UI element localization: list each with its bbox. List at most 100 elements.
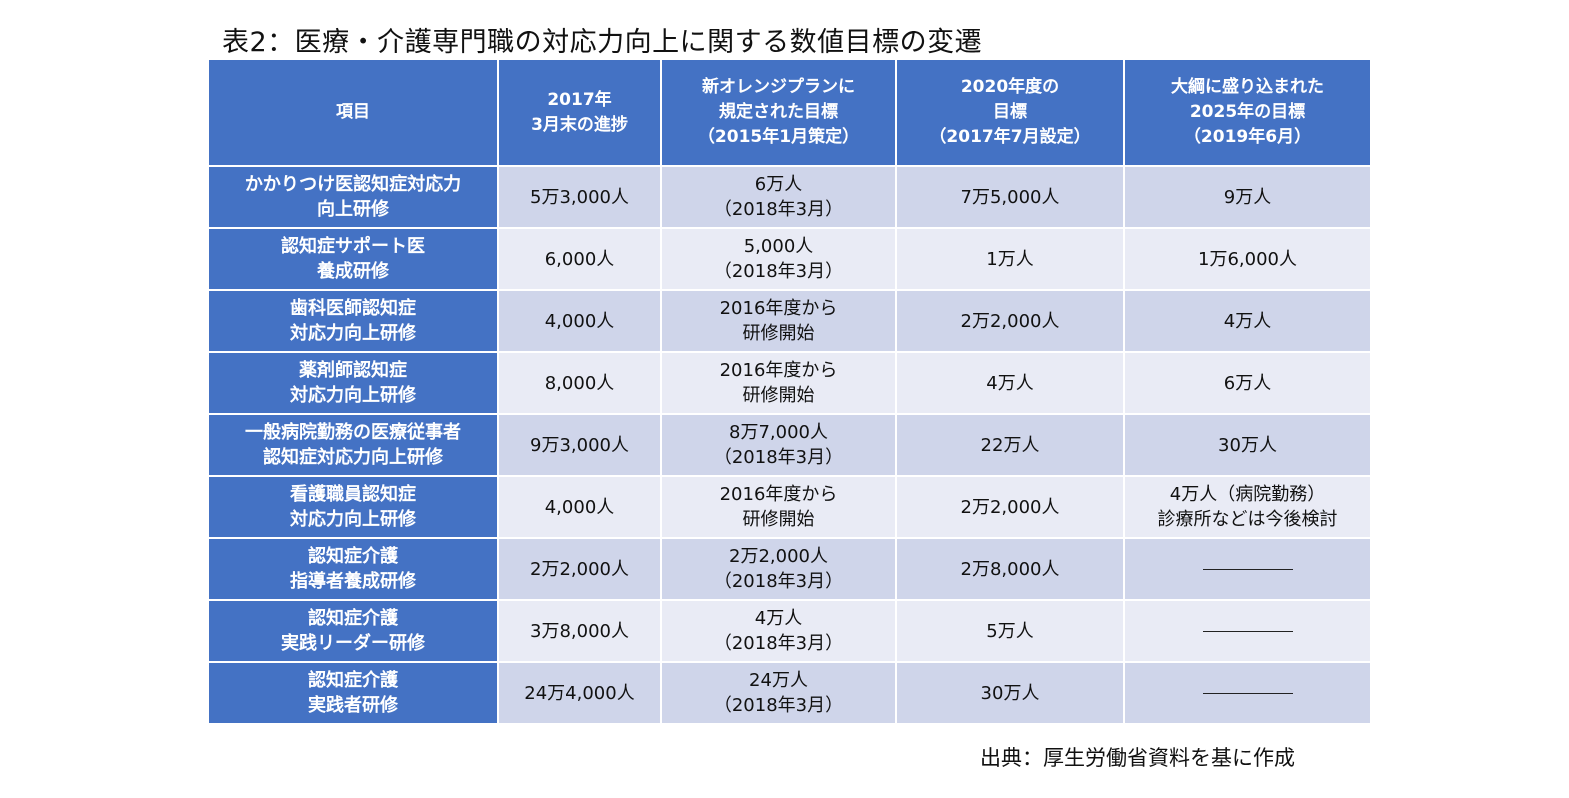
header-row: 項目 2017年 3月末の進捗 新オレンジプランに 規定された目標 （2015年1月策定）… xyxy=(207,58,1372,167)
cell-line: （2018年3月） xyxy=(713,695,844,716)
cell-orange-plan: 2016年度から 研修開始 xyxy=(660,475,897,539)
cell-progress-2017: 8,000人 xyxy=(497,351,662,415)
cell-progress-2017: 3万8,000人 xyxy=(497,599,662,663)
cell-line: （2019年6月） xyxy=(1183,127,1312,147)
dash-line xyxy=(1202,693,1293,694)
cell-line: 7万5,000人 xyxy=(960,186,1060,208)
cell-line: 診療所などは今後検討 xyxy=(1157,509,1338,530)
cell-line: 5万人 xyxy=(986,620,1034,642)
cell-line: 4,000人 xyxy=(544,496,615,518)
cell-item: 認知症介護 指導者養成研修 xyxy=(207,537,499,601)
cell-line: 2万2,000人 xyxy=(960,310,1060,332)
cell-progress-2017: 2万2,000人 xyxy=(497,537,662,601)
dash-line xyxy=(1202,569,1293,570)
cell-orange-plan: 24万人 （2018年3月） xyxy=(660,661,897,725)
cell-item: 認知症介護実践者研修 xyxy=(207,661,499,725)
cell-target-2025 xyxy=(1123,537,1372,601)
cell-line: 歯科医師認知症 xyxy=(290,298,416,319)
cell-line: 項目 xyxy=(336,102,370,122)
cell-orange-plan: 6万人 （2018年3月） xyxy=(660,165,897,229)
cell-line: 2万2,000人 xyxy=(960,496,1060,518)
targets-table: 項目 2017年 3月末の進捗 新オレンジプランに 規定された目標 （2015年1月策定）… xyxy=(207,58,1372,725)
header-item: 項目 xyxy=(207,58,499,167)
cell-line: 3万8,000人 xyxy=(530,620,629,642)
cell-target-2025 xyxy=(1123,661,1372,725)
cell-line: 8,000人 xyxy=(544,372,615,394)
cell-target-2025: 30万人 xyxy=(1123,413,1372,477)
cell-line: 5,000人 xyxy=(743,236,814,257)
cell-line: 看護職員認知症 xyxy=(290,484,416,505)
cell-target-2025 xyxy=(1123,599,1372,663)
cell-target-2020: 22万人 xyxy=(895,413,1125,477)
cell-line: 9万3,000人 xyxy=(530,434,629,456)
cell-line: 2万8,000人 xyxy=(960,558,1060,580)
cell-line: 1万6,000人 xyxy=(1198,248,1297,270)
cell-line: 2016年度から xyxy=(719,484,838,505)
cell-line: 研修開始 xyxy=(742,385,815,406)
table-row: 一般病院勤務の医療従事者 認知症対応力向上研修 9万3,000人 8万7,000人 （2… xyxy=(207,413,1372,477)
cell-orange-plan: 8万7,000人 （2018年3月） xyxy=(660,413,897,477)
cell-line: 一般病院勤務の医療従事者 xyxy=(245,422,461,443)
header-orange-plan: 新オレンジプランに 規定された目標 （2015年1月策定） xyxy=(660,58,897,167)
cell-line: 8万7,000人 xyxy=(729,422,828,443)
cell-line: 9万人 xyxy=(1223,186,1272,208)
cell-target-2020: 30万人 xyxy=(895,661,1125,725)
cell-target-2020: 4万人 xyxy=(895,351,1125,415)
cell-line: 実践者研修 xyxy=(308,695,398,716)
cell-item: 認知症介護 実践リーダー研修 xyxy=(207,599,499,663)
cell-line: 6万人 xyxy=(754,174,803,195)
cell-target-2025: 4万人 xyxy=(1123,289,1372,353)
cell-target-2020: 7万5,000人 xyxy=(895,165,1125,229)
cell-line: 認知症介護 xyxy=(308,670,398,691)
cell-line: 6万人 xyxy=(1223,372,1272,394)
cell-item: かかりつけ医認知症対応力 向上研修 xyxy=(207,165,499,229)
cell-line: 2万2,000人 xyxy=(729,546,828,567)
cell-line: 研修開始 xyxy=(742,323,815,344)
cell-item: 一般病院勤務の医療従事者 認知症対応力向上研修 xyxy=(207,413,499,477)
cell-line: 2017年 xyxy=(547,89,612,110)
cell-line: 養成研修 xyxy=(317,261,389,282)
cell-target-2025: 4万人（病院勤務） 診療所などは今後検討 xyxy=(1123,475,1372,539)
cell-line: 3月末の進捗 xyxy=(531,114,628,135)
cell-line: 2025年の目標 xyxy=(1189,102,1306,122)
cell-line: 薬剤師認知症 xyxy=(299,360,407,381)
cell-item: 認知症サポート医 養成研修 xyxy=(207,227,499,291)
header-target-2020: 2020年度の 目標 （2017年7月設定） xyxy=(895,58,1125,167)
dash-line xyxy=(1202,631,1293,632)
cell-line: （2018年3月） xyxy=(713,571,844,592)
table-body: かかりつけ医認知症対応力 向上研修 5万3,000人 6万人 （2018年3月） 7万5,… xyxy=(207,165,1372,725)
cell-line: 向上研修 xyxy=(317,199,389,220)
cell-line: 対応力向上研修 xyxy=(290,509,416,530)
cell-line: 規定された目標 xyxy=(719,102,838,122)
table-row: 認知症介護 実践者研修 24万4,000人 24万人 （2018年3月） 30万人 xyxy=(207,661,1372,725)
cell-orange-plan: 2万2,000人 （2018年3月） xyxy=(660,537,897,601)
cell-line: 22万人 xyxy=(980,434,1040,456)
table-row: かかりつけ医認知症対応力 向上研修 5万3,000人 6万人 （2018年3月） 7万5,… xyxy=(207,165,1372,229)
cell-line: 実践リーダー研修 xyxy=(281,633,425,654)
cell-item: 歯科医師認知症 対応力向上研修 xyxy=(207,289,499,353)
cell-line: 2万2,000人 xyxy=(530,558,629,580)
cell-target-2020: 2万8,000人 xyxy=(895,537,1125,601)
cell-line: （2015年1月策定） xyxy=(697,127,860,147)
cell-line: 認知症対応力向上研修 xyxy=(263,447,443,468)
table-title: 表2：医療・介護専門職の対応力向上に関する数値目標の変遷 xyxy=(222,27,983,58)
cell-orange-plan: 2016年度から 研修開始 xyxy=(660,351,897,415)
header-progress-2017: 2017年 3月末の進捗 xyxy=(497,58,662,167)
cell-line: （2017年7月設定） xyxy=(929,127,1091,147)
cell-line: 2016年度から xyxy=(719,298,838,319)
cell-target-2020: 5万人 xyxy=(895,599,1125,663)
cell-progress-2017: 4,000人 xyxy=(497,475,662,539)
cell-progress-2017: 5万3,000人 xyxy=(497,165,662,229)
cell-line: 30万人 xyxy=(980,682,1040,704)
cell-progress-2017: 4,000人 xyxy=(497,289,662,353)
cell-line: 対応力向上研修 xyxy=(290,385,416,406)
table-row: 薬剤師認知症 対応力向上研修 8,000人 2016年度から 研修開始 4万人 6万人 xyxy=(207,351,1372,415)
cell-target-2025: 9万人 xyxy=(1123,165,1372,229)
table-row: 歯科医師認知症 対応力向上研修 4,000人 2016年度から 研修開始 2万2,000人… xyxy=(207,289,1372,353)
cell-line: 2020年度の xyxy=(960,77,1060,97)
cell-line: 4万人 xyxy=(986,372,1034,394)
cell-orange-plan: 4万人 （2018年3月） xyxy=(660,599,897,663)
table-row: 認知症介護 実践リーダー研修 3万8,000人 4万人 （2018年3月） 5万人 xyxy=(207,599,1372,663)
source-note: 出典：厚生労働省資料を基に作成 xyxy=(980,746,1295,770)
cell-line: 30万人 xyxy=(1218,434,1277,456)
